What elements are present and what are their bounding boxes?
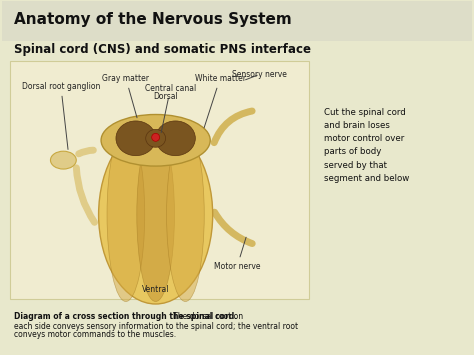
Ellipse shape xyxy=(137,128,174,301)
Text: Ventral: Ventral xyxy=(142,285,169,294)
Ellipse shape xyxy=(155,121,195,156)
Text: Motor nerve: Motor nerve xyxy=(214,237,260,271)
Text: Anatomy of the Nervous System: Anatomy of the Nervous System xyxy=(14,12,292,27)
Text: Dorsal root ganglion: Dorsal root ganglion xyxy=(22,82,100,149)
FancyArrowPatch shape xyxy=(79,150,93,154)
FancyArrowPatch shape xyxy=(214,111,252,143)
Text: White matter: White matter xyxy=(195,74,246,128)
Text: Diagram of a cross section through the spinal cord.: Diagram of a cross section through the s… xyxy=(14,312,237,321)
Text: Sensory nerve: Sensory nerve xyxy=(232,70,287,80)
Bar xyxy=(2,1,472,41)
Ellipse shape xyxy=(50,151,76,169)
Bar xyxy=(10,61,310,299)
Text: conveys motor commands to the muscles.: conveys motor commands to the muscles. xyxy=(14,330,176,339)
Text: Cut the spinal cord
and brain loses
motor control over
parts of body
served by t: Cut the spinal cord and brain loses moto… xyxy=(324,108,410,183)
Text: Gray matter: Gray matter xyxy=(102,74,149,118)
Text: The dorsal root on: The dorsal root on xyxy=(14,312,243,321)
Text: Spinal cord (CNS) and somatic PNS interface: Spinal cord (CNS) and somatic PNS interf… xyxy=(14,43,311,55)
Ellipse shape xyxy=(99,125,213,304)
Text: Dorsal: Dorsal xyxy=(153,92,178,100)
Ellipse shape xyxy=(146,129,165,147)
Ellipse shape xyxy=(107,128,145,301)
Ellipse shape xyxy=(166,128,204,301)
Ellipse shape xyxy=(116,121,155,156)
Circle shape xyxy=(152,133,160,141)
Text: Central canal: Central canal xyxy=(145,84,196,133)
Text: each side conveys sensory information to the spinal cord; the ventral root: each side conveys sensory information to… xyxy=(14,322,298,331)
Ellipse shape xyxy=(101,115,210,166)
FancyArrowPatch shape xyxy=(215,212,252,244)
FancyArrowPatch shape xyxy=(76,168,94,222)
